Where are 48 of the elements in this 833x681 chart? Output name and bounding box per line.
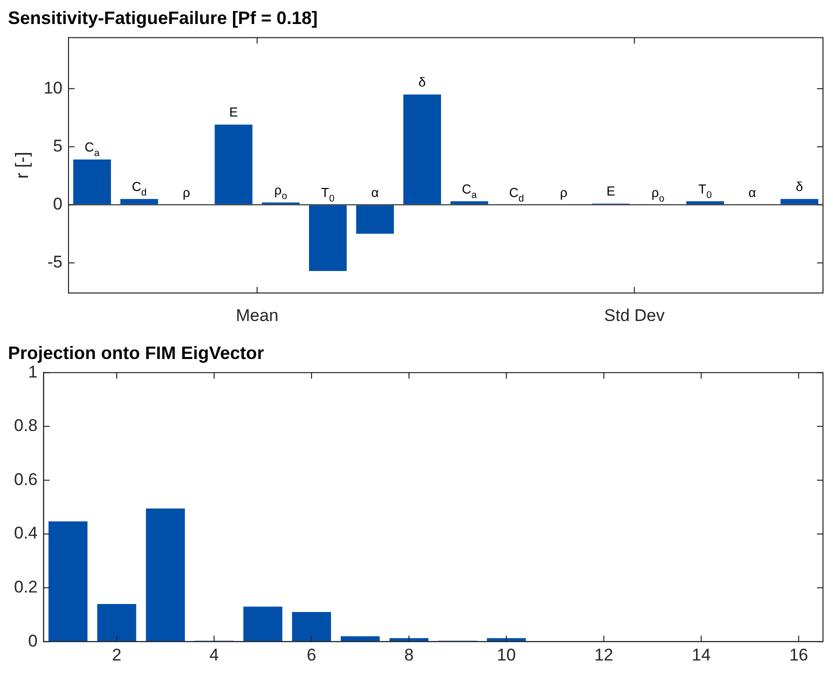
bar — [450, 201, 488, 204]
x-tick-label: 4 — [209, 645, 219, 664]
bar — [356, 205, 394, 234]
y-tick-label: 5 — [53, 136, 63, 156]
x-tick-label: δ — [418, 74, 426, 90]
x-tick-label: 10 — [496, 645, 516, 664]
bar — [780, 198, 818, 204]
bar — [48, 521, 88, 642]
x-tick-label: 6 — [306, 645, 316, 664]
bar — [486, 638, 526, 642]
bar — [146, 508, 185, 642]
x-tick-label: 16 — [789, 645, 808, 664]
bar — [309, 205, 347, 271]
x-tick-label: δ — [796, 178, 804, 194]
x-tick-label: 8 — [404, 645, 414, 664]
y-tick-label: 0 — [53, 194, 63, 214]
y-tick-label: 0.8 — [14, 416, 38, 436]
bar — [214, 124, 252, 204]
x-tick-label: E — [606, 184, 616, 199]
bar — [73, 159, 111, 204]
x-tick-label: E — [229, 104, 238, 120]
chart-title: Projection onto FIM EigVector — [8, 342, 264, 363]
x-tick-label: ρ — [182, 184, 190, 200]
y-tick-label: 0.2 — [14, 577, 38, 596]
y-tick-label: 10 — [44, 78, 63, 98]
x-tick-label: α — [748, 184, 757, 200]
x-tick-label: α — [371, 184, 380, 200]
text: Std Dev — [604, 306, 666, 325]
bar — [340, 636, 380, 642]
y-tick-label: 0 — [28, 631, 38, 650]
text: Mean — [236, 306, 278, 325]
y-tick-label: -5 — [47, 252, 63, 272]
y-tick-label: 0.4 — [14, 524, 38, 543]
bar — [97, 604, 136, 642]
bar — [389, 638, 428, 642]
x-tick-label: 2 — [112, 645, 122, 664]
bar — [403, 94, 442, 204]
y-tick-label: 0.6 — [14, 470, 38, 489]
bar — [686, 201, 724, 204]
x-tick-label: ρ — [560, 184, 568, 200]
bar — [243, 606, 282, 642]
y-tick-label: 1 — [28, 362, 38, 382]
chart-title: Sensitivity-FatigueFailure [Pf = 0.18] — [8, 8, 318, 28]
y-axis-title: r [-] — [12, 152, 32, 179]
bar — [120, 198, 158, 204]
bar — [292, 612, 332, 642]
x-tick-label: 14 — [692, 645, 711, 664]
x-tick-label: 12 — [594, 645, 614, 664]
